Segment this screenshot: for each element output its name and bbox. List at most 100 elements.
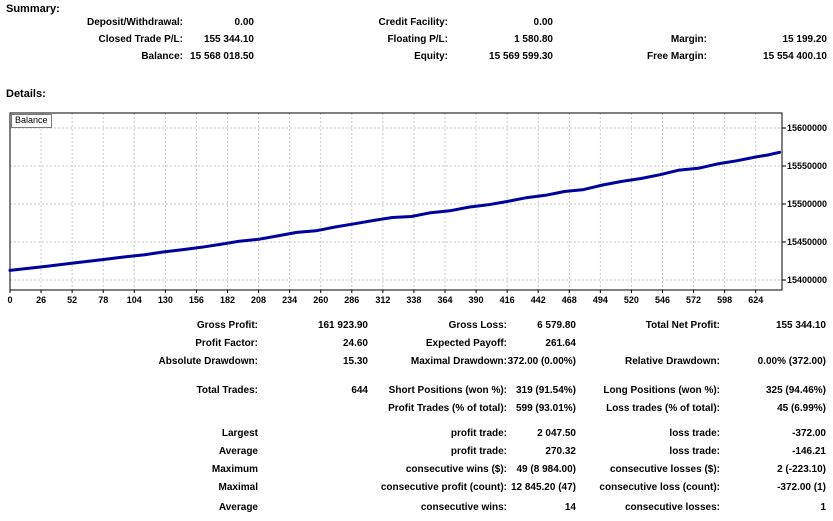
x-tick-label: 104 [127, 295, 142, 305]
stat-label: Maximal Drawdown: [410, 356, 507, 367]
stat-value: 6 579.80 [537, 320, 576, 331]
x-tick-label: 416 [500, 295, 515, 305]
x-tick-label: 364 [437, 295, 452, 305]
x-tick-label: 468 [562, 295, 577, 305]
x-tick-label: 234 [282, 295, 297, 305]
x-tick-label: 208 [251, 295, 266, 305]
chart-legend-balance: Balance [11, 114, 52, 128]
balance-chart: 0 26 52 78 104 130 156 182 208 234 260 286 312 338 364… [0, 110, 833, 315]
y-tick-label: 15550000 [787, 161, 827, 171]
stat-label: Maximal [218, 482, 258, 493]
x-tick-label: 338 [406, 295, 421, 305]
stat-value: 161 923.90 [317, 320, 368, 331]
balance-chart-canvas: 0 26 52 78 104 130 156 182 208 234 260 286 312 338 364… [7, 112, 827, 305]
stat-label: consecutive wins ($): [405, 464, 507, 475]
stat-label: consecutive losses: [624, 502, 720, 513]
y-tick-label: 15400000 [787, 275, 827, 285]
stat-label: Closed Trade P/L: [98, 34, 183, 45]
stat-label: Gross Profit: [196, 320, 258, 331]
stat-label: Profit Trades (% of total): [388, 403, 507, 414]
x-tick-label: 546 [655, 295, 670, 305]
stat-value: 15.30 [342, 356, 368, 367]
stat-label: Absolute Drawdown: [158, 356, 258, 367]
stat-label: loss trade: [669, 428, 720, 439]
stat-value: 0.00% (372.00) [757, 356, 826, 367]
stat-value: 155 344.10 [775, 320, 826, 331]
stat-value: 12 845.20 (47) [510, 482, 576, 493]
stat-label: Average [218, 446, 258, 457]
x-tick-label: 26 [36, 295, 46, 305]
x-tick-label: 130 [158, 295, 173, 305]
x-tick-label: 598 [717, 295, 732, 305]
stat-label: Profit Factor: [195, 338, 258, 349]
x-tick-label: 182 [220, 295, 235, 305]
stat-label: Long Positions (won %): [603, 385, 720, 396]
x-tick-label: 624 [748, 295, 763, 305]
x-tick-label: 572 [686, 295, 701, 305]
x-tick-label: 286 [344, 295, 359, 305]
stat-value: 14 [564, 502, 576, 513]
stat-value: -372.00 (1) [777, 482, 826, 493]
stat-label: Expected Payoff: [425, 338, 507, 349]
x-tick-label: 52 [67, 295, 77, 305]
stat-value: 1 [820, 502, 826, 513]
x-tick-label: 312 [375, 295, 390, 305]
stat-label: Floating P/L: [387, 34, 448, 45]
stat-label: Total Net Profit: [645, 320, 720, 331]
y-tick-label: 15500000 [787, 199, 827, 209]
x-tick-label: 78 [98, 295, 108, 305]
stat-label: consecutive profit (count): [380, 482, 507, 493]
stat-label: Short Positions (won %): [388, 385, 507, 396]
stat-label: profit trade: [450, 446, 507, 457]
y-tick-label: 15450000 [787, 237, 827, 247]
stat-label: Relative Drawdown: [624, 356, 720, 367]
stat-value: 372.00 (0.00%) [507, 356, 576, 367]
stat-value: 15 199.20 [782, 34, 828, 45]
details-section-title: Details: [6, 88, 46, 100]
stat-label: Margin: [670, 34, 707, 45]
stat-value: -146.21 [792, 446, 826, 457]
stat-label: consecutive wins: [420, 502, 507, 513]
stat-value: -372.00 [792, 428, 826, 439]
y-tick-label: 15600000 [787, 123, 827, 133]
chart-border [9, 112, 783, 291]
x-tick-label: 0 [7, 295, 12, 305]
stat-label: loss trade: [669, 446, 720, 457]
x-tick-label: 494 [593, 295, 608, 305]
stat-label: Free Margin: [646, 51, 707, 62]
stat-value: 261.64 [545, 338, 576, 349]
stat-value: 24.60 [342, 338, 368, 349]
summary-section-title: Summary: [6, 3, 60, 15]
stat-value: 45 (6.99%) [777, 403, 826, 414]
stat-label: consecutive losses ($): [609, 464, 720, 475]
x-tick-label: 520 [624, 295, 639, 305]
stat-value: 155 344.10 [203, 34, 254, 45]
stat-value: 270.32 [545, 446, 576, 457]
stat-label: Loss trades (% of total): [606, 403, 720, 414]
balance-line [8, 150, 782, 272]
stat-value: 319 (91.54%) [515, 385, 576, 396]
stat-label: Maximum [211, 464, 258, 475]
stat-value: 599 (93.01%) [515, 403, 576, 414]
stat-value: 325 (94.46%) [765, 385, 826, 396]
stat-label: Gross Loss: [448, 320, 507, 331]
stat-value: 0.00 [234, 17, 254, 28]
stat-label: Balance: [141, 51, 183, 62]
chart-plot-area [10, 113, 782, 290]
stat-label: Average [218, 502, 258, 513]
stat-label: Credit Facility: [378, 17, 448, 28]
stat-value: 644 [351, 385, 368, 396]
stat-value: 2 047.50 [537, 428, 576, 439]
stat-value: 15 568 018.50 [190, 51, 254, 62]
x-tick-label: 260 [313, 295, 328, 305]
x-tick-label: 442 [531, 295, 546, 305]
stat-value: 15 554 400.10 [763, 51, 827, 62]
stat-label: consecutive loss (count): [599, 482, 720, 493]
stat-label: Deposit/Withdrawal: [86, 17, 183, 28]
stat-label: profit trade: [450, 428, 507, 439]
stat-label: Total Trades: [196, 385, 259, 396]
x-tick-label: 390 [469, 295, 484, 305]
stat-value: 49 (8 984.00) [516, 464, 577, 475]
stat-value: 2 (-223.10) [777, 464, 826, 475]
